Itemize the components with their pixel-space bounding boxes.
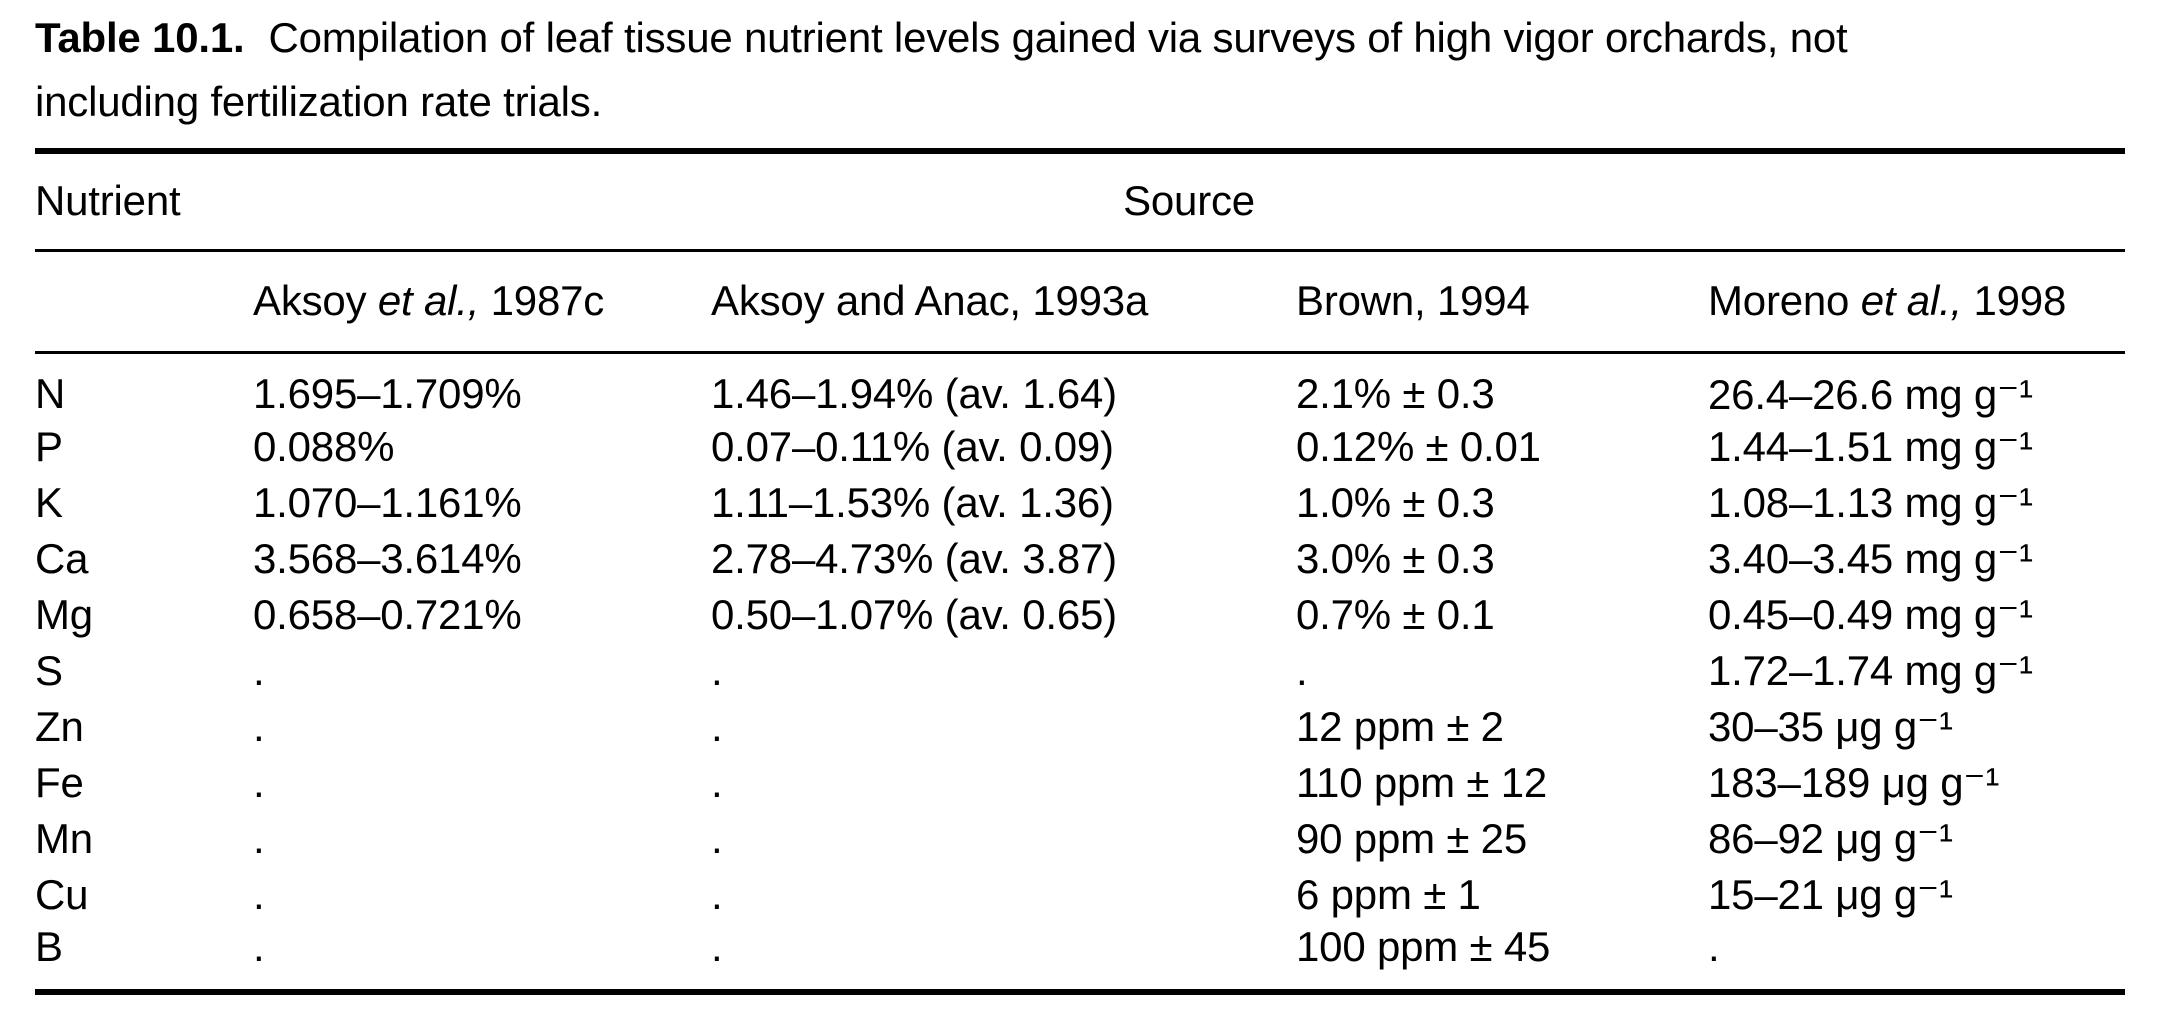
value-cell: . (253, 814, 265, 862)
value-cell: . (1296, 646, 1308, 694)
column-header-text: Aksoy and Anac, 1993a (711, 277, 1149, 324)
value-cell: 1.0% ± 0.3 (1296, 478, 1495, 526)
value-cell: 0.12% ± 0.01 (1296, 422, 1541, 470)
table-row-k: K 1.070–1.161% 1.11–1.53% (av. 1.36) 1.0… (35, 475, 2125, 531)
value-cell: . (1708, 922, 1720, 970)
value-cell: . (253, 870, 265, 918)
nutrient-cell: Fe (35, 758, 84, 806)
caption-line-1: Table 10.1. Compilation of leaf tissue nu… (35, 6, 2125, 70)
table-row-mg: Mg 0.658–0.721% 0.50–1.07% (av. 0.65) 0.… (35, 587, 2125, 643)
value-cell: 6 ppm ± 1 (1296, 870, 1481, 918)
nutrient-cell: Mn (35, 814, 93, 862)
table-row-n: N 1.695–1.709% 1.46–1.94% (av. 1.64) 2.1… (35, 352, 2125, 419)
column-header-text: Moreno (1708, 277, 1861, 324)
column-header-year: 1998 (1962, 277, 2067, 324)
column-header-et-al: et al., (1860, 277, 1963, 324)
value-cell: 2.78–4.73% (av. 3.87) (711, 534, 1117, 582)
table-header: Nutrient Source Aksoy et al., 1987c Akso… (35, 151, 2126, 354)
table-row-p: P 0.088% 0.07–0.11% (av. 0.09) 0.12% ± 0… (35, 419, 2125, 475)
nutrient-cell: B (35, 922, 63, 970)
value-cell: 0.07–0.11% (av. 0.09) (711, 422, 1114, 470)
value-cell: 110 ppm ± 12 (1296, 758, 1548, 806)
value-cell: . (253, 646, 265, 694)
group-header-row: Nutrient Source (35, 151, 2126, 252)
nutrient-cell: N (35, 370, 66, 417)
column-header-row: Aksoy et al., 1987c Aksoy and Anac, 1993… (35, 250, 2126, 354)
value-cell: 1.11–1.53% (av. 1.36) (711, 478, 1114, 526)
column-header-aksoy-1987c: Aksoy et al., 1987c (253, 250, 711, 354)
value-cell: 90 ppm ± 25 (1296, 814, 1527, 862)
value-cell: 0.50–1.07% (av. 0.65) (711, 590, 1117, 638)
nutrient-column-header: Nutrient (35, 151, 253, 252)
value-cell: 0.7% ± 0.1 (1296, 590, 1495, 638)
value-cell: 30–35 μg g⁻¹ (1708, 703, 1953, 750)
nutrient-table: Nutrient Source Aksoy et al., 1987c Akso… (35, 148, 2126, 995)
value-cell: 3.0% ± 0.3 (1296, 534, 1495, 582)
empty-header-cell (35, 250, 253, 354)
value-cell: 3.568–3.614% (253, 534, 522, 582)
table-row-cu: Cu . . 6 ppm ± 1 15–21 μg g⁻¹ (35, 867, 2125, 923)
nutrient-cell: P (35, 422, 63, 470)
column-header-et-al: et al., (377, 277, 480, 324)
value-cell: 3.40–3.45 mg g⁻¹ (1708, 535, 2033, 582)
column-header-moreno-1998: Moreno et al., 1998 (1708, 250, 2126, 354)
value-cell: 1.695–1.709% (253, 370, 522, 417)
value-cell: 1.08–1.13 mg g⁻¹ (1708, 479, 2033, 526)
nutrient-cell: Ca (35, 534, 89, 582)
column-header-text: Brown, 1994 (1296, 277, 1530, 324)
table-row-mn: Mn . . 90 ppm ± 25 86–92 μg g⁻¹ (35, 811, 2125, 867)
table-row-fe: Fe . . 110 ppm ± 12 183–189 μg g⁻¹ (35, 755, 2125, 811)
value-cell: 15–21 μg g⁻¹ (1708, 871, 1953, 918)
value-cell: 1.46–1.94% (av. 1.64) (711, 370, 1117, 417)
value-cell: 0.658–0.721% (253, 590, 522, 638)
caption-text-2: including fertilization rate trials. (35, 78, 603, 125)
value-cell: . (253, 758, 265, 806)
value-cell: 2.1% ± 0.3 (1296, 370, 1495, 417)
value-cell: . (711, 702, 723, 750)
value-cell: 1.44–1.51 mg g⁻¹ (1708, 423, 2033, 470)
value-cell: . (711, 758, 723, 806)
table-row-ca: Ca 3.568–3.614% 2.78–4.73% (av. 3.87) 3.… (35, 531, 2125, 587)
value-cell: 183–189 μg g⁻¹ (1708, 759, 2000, 806)
value-cell: . (711, 922, 723, 970)
value-cell: 1.070–1.161% (253, 478, 522, 526)
value-cell: 1.72–1.74 mg g⁻¹ (1708, 647, 2033, 694)
source-group-header: Source (253, 151, 2126, 252)
value-cell: 100 ppm ± 45 (1296, 922, 1551, 970)
nutrient-cell: Cu (35, 870, 89, 918)
caption-text-1: Compilation of leaf tissue nutrient leve… (268, 14, 1848, 61)
nutrient-cell: Mg (35, 590, 93, 638)
nutrient-cell: K (35, 478, 63, 526)
value-cell: 86–92 μg g⁻¹ (1708, 815, 1953, 862)
value-cell: . (711, 870, 723, 918)
column-header-brown-1994: Brown, 1994 (1296, 250, 1708, 354)
table-caption: Table 10.1. Compilation of leaf tissue nu… (35, 6, 2125, 134)
value-cell: . (253, 702, 265, 750)
column-header-text: Aksoy (253, 277, 378, 324)
nutrient-cell: S (35, 646, 63, 694)
table-number: Table 10.1. (35, 14, 245, 61)
value-cell: . (253, 922, 265, 970)
table-body: N 1.695–1.709% 1.46–1.94% (av. 1.64) 2.1… (35, 352, 2125, 992)
value-cell: 0.088% (253, 422, 395, 470)
value-cell: 0.45–0.49 mg g⁻¹ (1708, 591, 2033, 638)
table-row-b: B . . 100 ppm ± 45 . (35, 923, 2125, 992)
nutrient-cell: Zn (35, 702, 84, 750)
value-cell: 12 ppm ± 2 (1296, 702, 1504, 750)
value-cell: . (711, 646, 723, 694)
column-header-year: 1987c (479, 277, 605, 324)
value-cell: . (711, 814, 723, 862)
column-header-aksoy-anac-1993a: Aksoy and Anac, 1993a (711, 250, 1296, 354)
table-row-s: S . . . 1.72–1.74 mg g⁻¹ (35, 643, 2125, 699)
table-row-zn: Zn . . 12 ppm ± 2 30–35 μg g⁻¹ (35, 699, 2125, 755)
value-cell: 26.4–26.6 mg g⁻¹ (1708, 370, 2033, 418)
